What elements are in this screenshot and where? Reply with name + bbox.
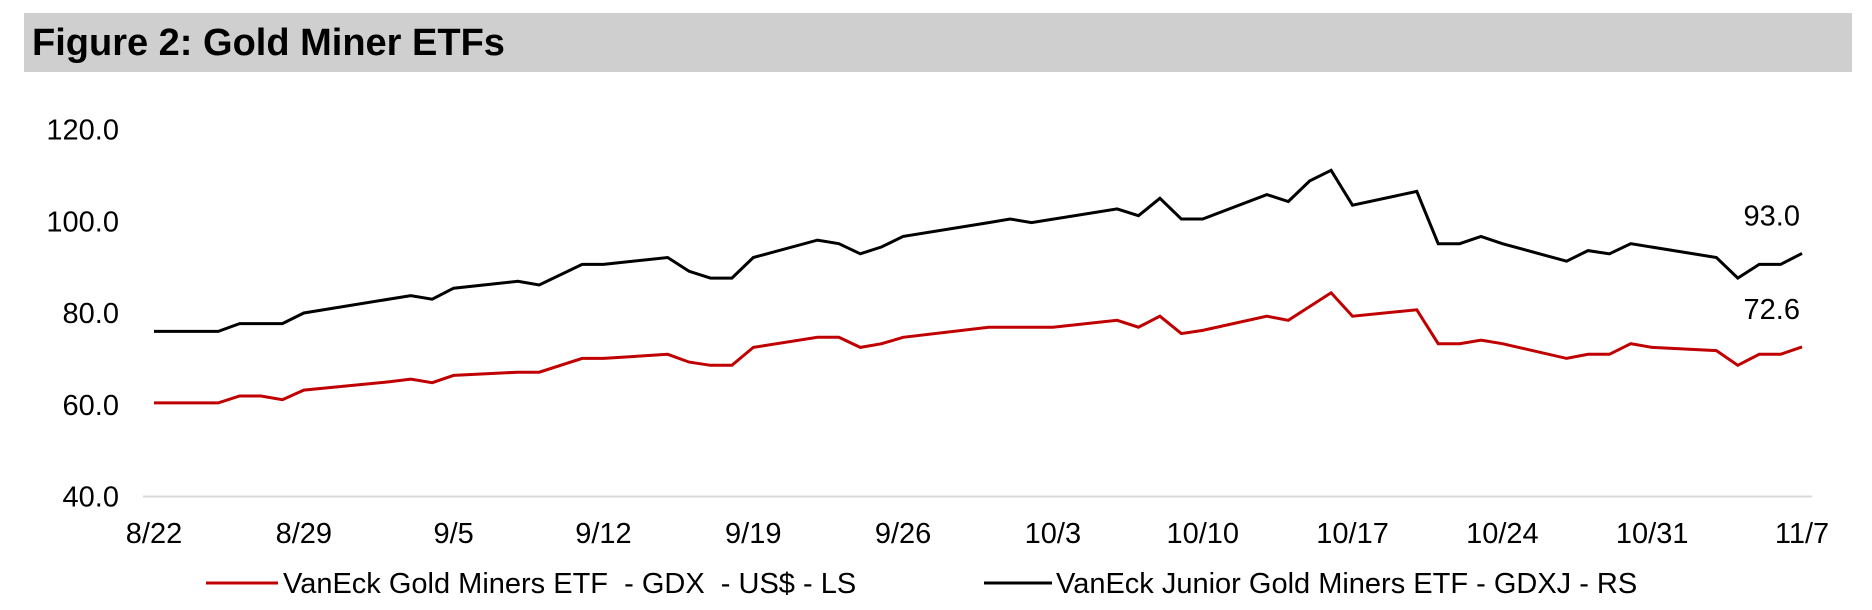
legend-label-gdx: VanEck Gold Miners ETF - GDX - US$ - LS — [283, 568, 856, 600]
x-tick-label: 10/3 — [1025, 518, 1081, 550]
figure-title: Figure 2: Gold Miner ETFs — [32, 22, 505, 64]
y-tick-label: 120.0 — [46, 115, 119, 147]
x-tick-label: 9/12 — [575, 518, 631, 550]
x-tick-label: 9/26 — [875, 518, 931, 550]
legend-label-gdxj: VanEck Junior Gold Miners ETF - GDXJ - R… — [1056, 568, 1637, 600]
end-label-gdxj: 93.0 — [1744, 200, 1800, 232]
x-tick-label: 10/24 — [1466, 518, 1539, 550]
series-line-gdx — [154, 290, 1803, 405]
series-line-gdxj — [154, 168, 1803, 333]
x-tick-label: 10/31 — [1616, 518, 1689, 550]
y-tick-label: 100.0 — [46, 206, 119, 238]
x-tick-label: 8/22 — [126, 518, 182, 550]
end-label-gdx: 72.6 — [1744, 294, 1800, 326]
y-tick-label: 60.0 — [63, 390, 119, 422]
x-tick-label: 11/7 — [1775, 518, 1829, 550]
x-tick-label: 10/10 — [1166, 518, 1239, 550]
y-tick-label: 80.0 — [63, 298, 119, 330]
x-tick-label: 10/17 — [1316, 518, 1389, 550]
y-tick-label: 40.0 — [63, 482, 119, 514]
x-tick-label: 9/19 — [725, 518, 781, 550]
figure-title-bar: Figure 2: Gold Miner ETFs — [24, 13, 1852, 72]
x-tick-label: 9/5 — [433, 518, 473, 550]
x-tick-label: 8/29 — [276, 518, 332, 550]
